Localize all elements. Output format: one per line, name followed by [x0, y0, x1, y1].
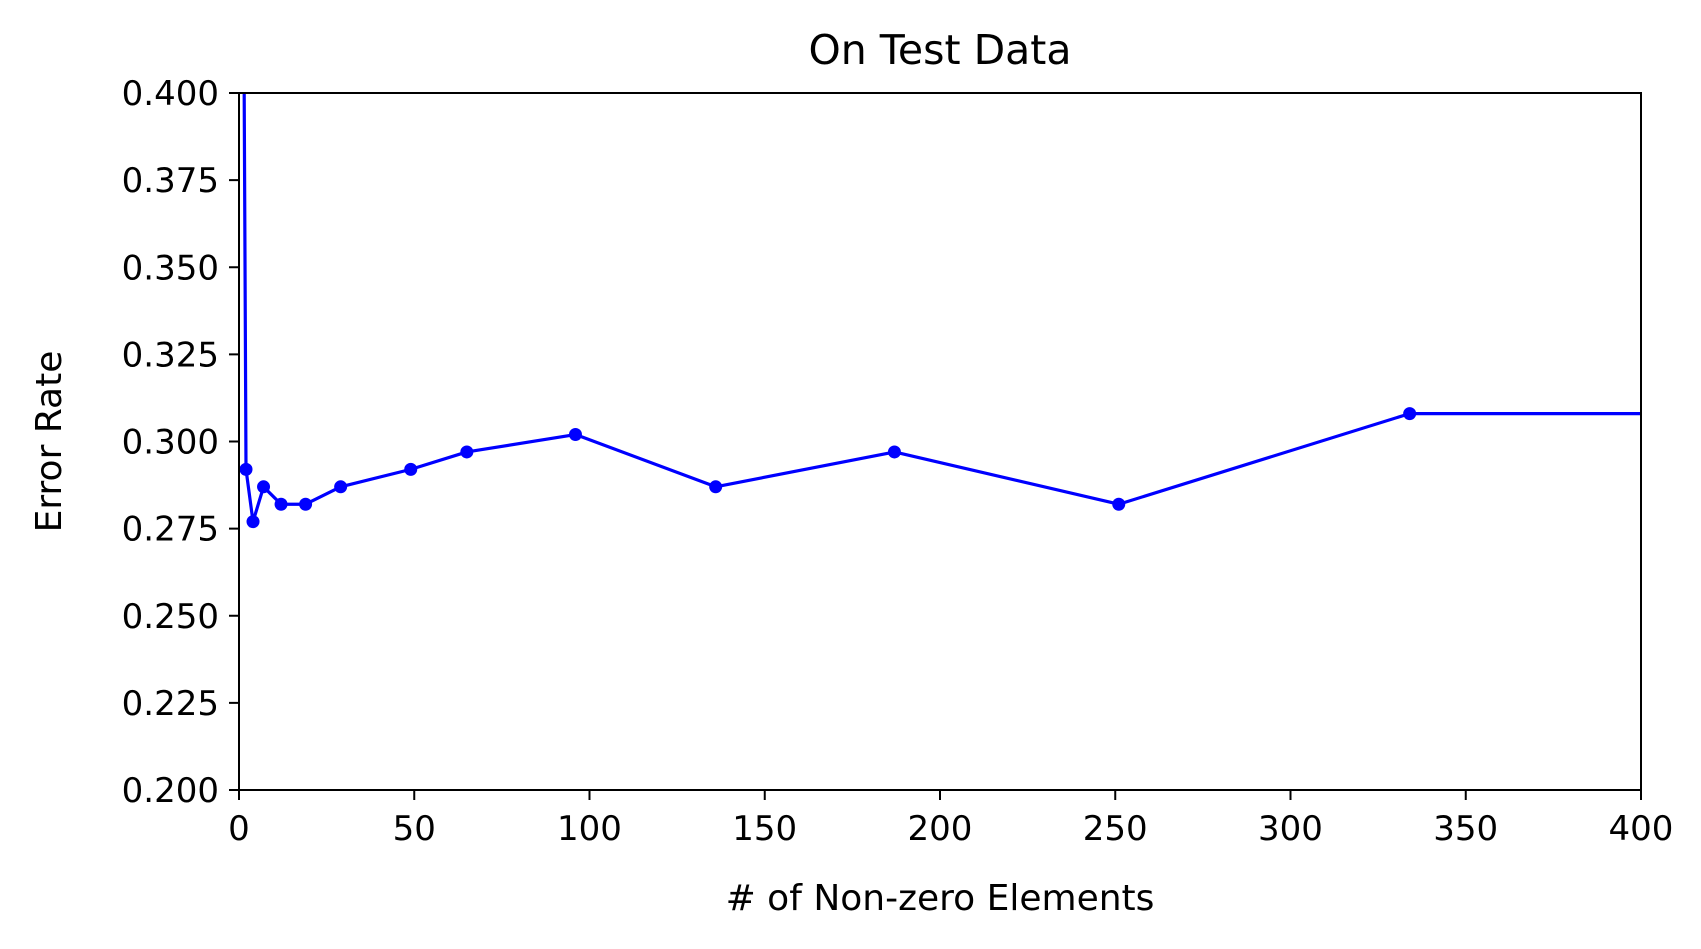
- data-point: [568, 428, 582, 442]
- y-tick-label: 0.225: [122, 684, 219, 724]
- series-0: [239, 93, 1641, 529]
- x-tick-label: 250: [1083, 809, 1148, 849]
- y-tick-label: 0.250: [122, 597, 219, 637]
- y-tick-label: 0.375: [122, 161, 219, 201]
- data-point: [239, 462, 253, 476]
- data-point: [404, 462, 418, 476]
- x-tick-label: 300: [1258, 809, 1323, 849]
- data-point: [887, 445, 901, 459]
- x-tick-label: 100: [557, 809, 622, 849]
- y-tick-label: 0.350: [122, 248, 219, 288]
- data-point: [1112, 497, 1126, 511]
- x-axis-title: # of Non-zero Elements: [726, 878, 1155, 919]
- y-tick-label: 0.200: [122, 771, 219, 811]
- data-point: [257, 480, 271, 494]
- y-axis-title: Error Rate: [29, 351, 70, 533]
- x-axis: 0 50 100 150 200 250 300 350 400: [228, 790, 1673, 849]
- y-tick-label: 0.300: [122, 423, 219, 463]
- x-tick-label: 400: [1609, 809, 1674, 849]
- data-point: [274, 497, 288, 511]
- data-point: [460, 445, 474, 459]
- axes-frame: [238, 92, 1642, 791]
- data-point: [334, 480, 348, 494]
- x-tick-label: 0: [228, 809, 250, 849]
- series-layer: [239, 93, 1641, 529]
- y-axis: 0.200 0.225 0.250 0.275 0.300 0.325 0.350 0.375…: [122, 74, 239, 811]
- y-tick-label: 0.325: [122, 335, 219, 375]
- x-tick-label: 50: [393, 809, 436, 849]
- x-tick-label: 350: [1433, 809, 1498, 849]
- chart-title: On Test Data: [809, 26, 1072, 74]
- series-line: [242, 93, 1641, 524]
- data-point: [246, 515, 260, 529]
- x-tick-label: 150: [732, 809, 797, 849]
- y-tick-label: 0.400: [122, 74, 219, 114]
- y-tick-label: 0.275: [122, 510, 219, 550]
- data-point: [709, 480, 723, 494]
- x-tick-label: 200: [908, 809, 973, 849]
- data-point: [1403, 407, 1417, 421]
- data-point: [299, 497, 313, 511]
